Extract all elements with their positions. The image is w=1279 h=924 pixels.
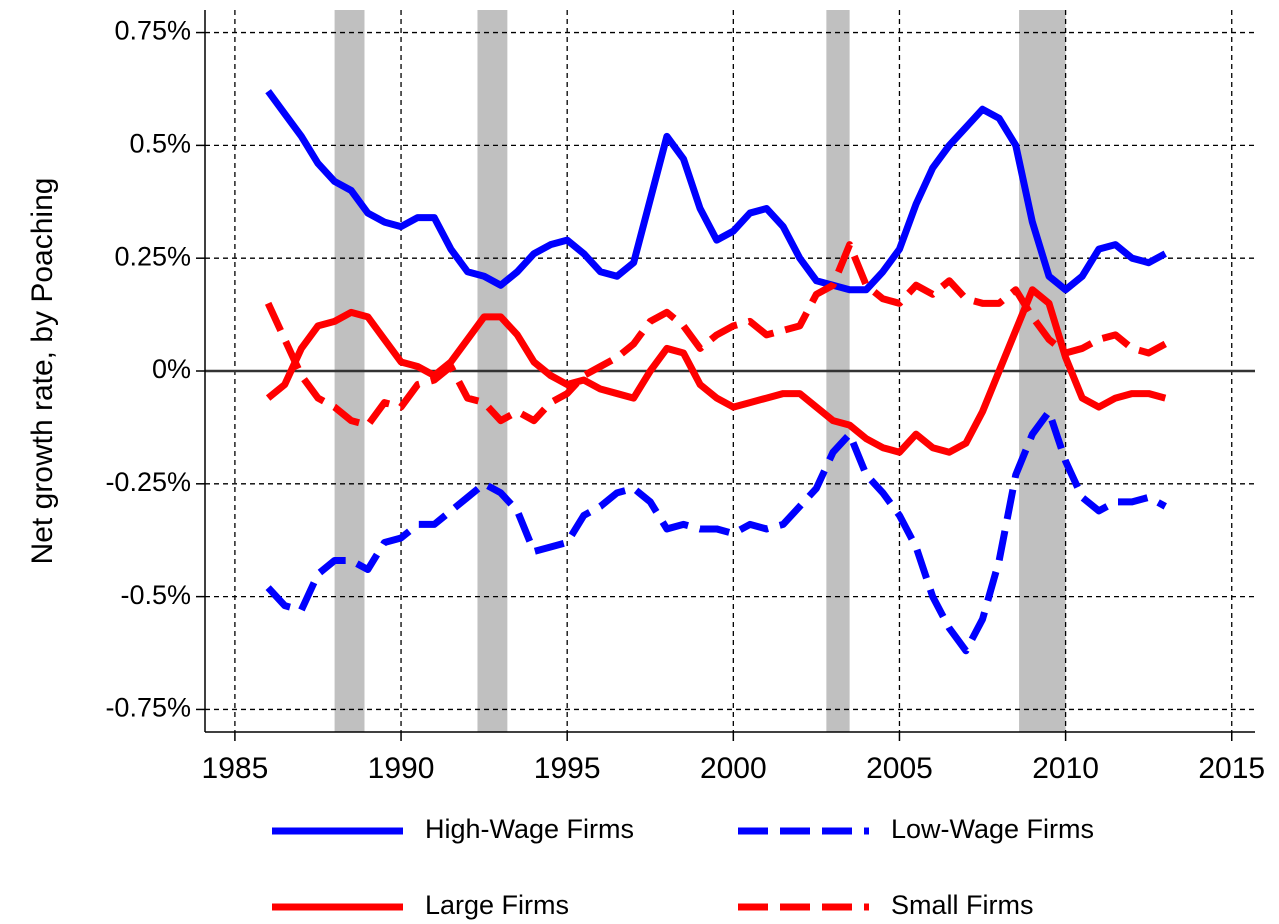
y-tick-label: -0.5% [120, 580, 191, 610]
x-tick-label: 2005 [866, 752, 933, 785]
y-tick-label: 0.25% [114, 241, 191, 271]
series-line [264, 241, 1167, 429]
x-tick-label: 1985 [202, 752, 269, 785]
legend-label: Small Firms [891, 890, 1034, 920]
y-tick-label: 0.75% [114, 16, 191, 46]
x-tick-label: 2010 [1032, 752, 1099, 785]
y-tick-label: 0% [152, 354, 191, 384]
legend-label: Low-Wage Firms [891, 814, 1094, 844]
series-line [265, 408, 1167, 655]
series-line [265, 89, 1167, 294]
y-axis-label: Net growth rate, by Poaching [26, 178, 59, 565]
legend-label: High-Wage Firms [425, 814, 634, 844]
x-tick-label: 2015 [1198, 752, 1265, 785]
y-tick-label: 0.5% [129, 129, 191, 159]
series-line [265, 286, 1167, 456]
x-tick-label: 1990 [368, 752, 435, 785]
y-tick-label: -0.25% [105, 467, 191, 497]
y-tick-label: -0.75% [105, 693, 191, 723]
x-tick-label: 1995 [534, 752, 601, 785]
legend-label: Large Firms [425, 890, 569, 920]
x-tick-label: 2000 [700, 752, 767, 785]
